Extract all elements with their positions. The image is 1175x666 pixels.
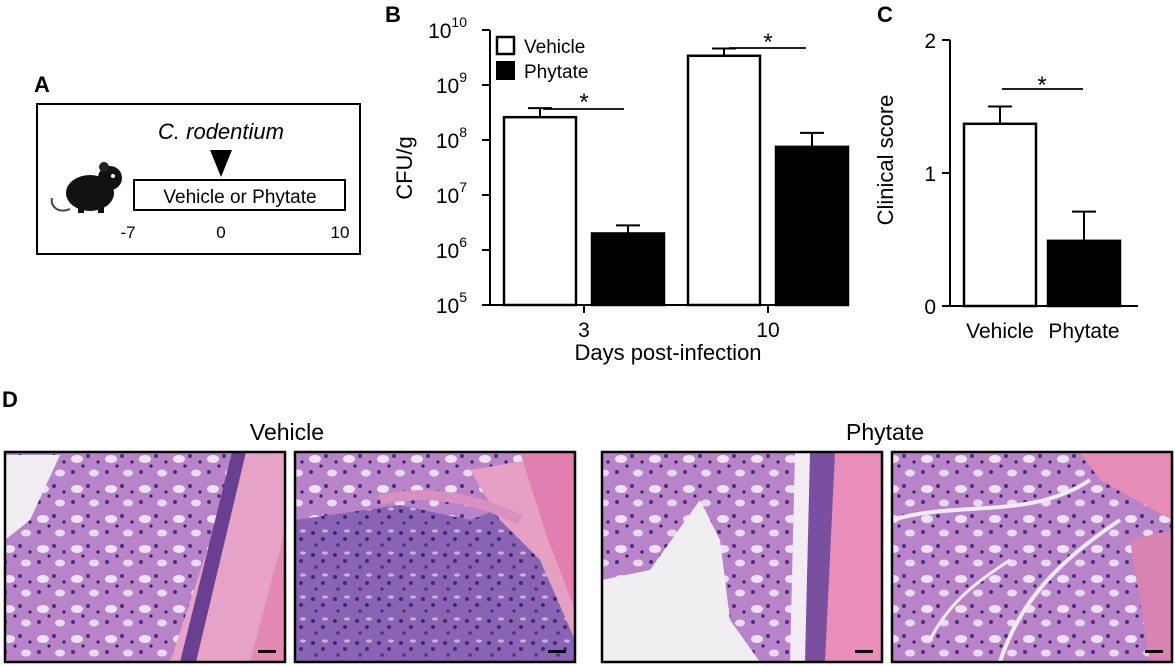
micrograph-frame bbox=[600, 450, 884, 664]
panel-c: C 0 1 2 Vehicle Phytate Clinical score * bbox=[873, 2, 1138, 343]
significance-day3: * bbox=[543, 89, 624, 116]
micrograph-vehicle-2 bbox=[295, 452, 575, 662]
x-axis-ticks-b: 3 10 bbox=[578, 305, 780, 342]
significance-star-c: * bbox=[1037, 72, 1046, 99]
timeline-tick-start: -7 bbox=[120, 223, 135, 242]
micrograph-frame bbox=[890, 450, 1174, 664]
x-axis-ticks-c: Vehicle Phytate bbox=[966, 320, 1119, 343]
significance-star-day3: * bbox=[579, 89, 588, 116]
y-axis-ticks-c: 0 1 2 bbox=[924, 30, 950, 319]
x-tick-label-c: Phytate bbox=[1048, 320, 1119, 343]
significance-star-day10: * bbox=[763, 29, 772, 56]
infection-arrow-icon bbox=[210, 150, 232, 177]
y-tick-label-b: 107 bbox=[436, 179, 467, 208]
legend-swatch-vehicle bbox=[495, 35, 516, 56]
micrograph-frame bbox=[293, 450, 577, 664]
schematic-frame bbox=[36, 103, 361, 255]
legend-label-phytate: Phytate bbox=[524, 62, 588, 83]
micrograph-vehicle-1 bbox=[5, 452, 285, 662]
panel-label-c: C bbox=[877, 2, 893, 27]
agent-label: C. rodentium bbox=[158, 119, 284, 144]
y-tick-label-b: 108 bbox=[436, 124, 467, 153]
y-tick-label-c: 2 bbox=[924, 30, 936, 53]
y-tick-label-b: 106 bbox=[436, 234, 467, 263]
scale-bar bbox=[258, 650, 276, 653]
y-axis-ticks-b: 105 106 107 108 109 1010 bbox=[428, 14, 490, 318]
y-tick-label-c: 1 bbox=[924, 163, 936, 186]
y-axis-label-b: CFU/g bbox=[392, 136, 417, 200]
y-tick-label-b: 1010 bbox=[428, 14, 467, 43]
treatment-label: Vehicle or Phytate bbox=[163, 187, 316, 208]
x-axis-label-b: Days post-infection bbox=[574, 340, 761, 365]
legend-b: Vehicle Phytate bbox=[495, 35, 588, 83]
panel-label-a: A bbox=[34, 72, 50, 97]
legend-swatch-phytate bbox=[496, 61, 515, 80]
bar-b-vehicle-day3 bbox=[502, 115, 578, 307]
y-tick-label-b: 109 bbox=[436, 69, 467, 98]
scale-bar bbox=[855, 650, 873, 653]
panel-b: B 105 106 107 108 109 1010 3 10 CFU/g Days pos… bbox=[385, 2, 850, 365]
treatment-bar bbox=[133, 179, 346, 211]
group-title-vehicle: Vehicle bbox=[250, 419, 324, 445]
bar-c-vehicle bbox=[962, 122, 1038, 308]
bars-c bbox=[962, 105, 1122, 308]
scale-bar bbox=[548, 650, 566, 653]
y-tick-label-b: 105 bbox=[436, 289, 467, 318]
panel-a: A C. rodentium Vehicle or Phytate -7 0 1… bbox=[34, 72, 361, 255]
bars-b bbox=[502, 47, 850, 307]
x-tick-label-c: Vehicle bbox=[966, 320, 1034, 343]
micrograph-phytate-2 bbox=[892, 452, 1172, 662]
bar-b-vehicle-day10 bbox=[686, 54, 762, 307]
timeline-tick-infection: 0 bbox=[216, 223, 225, 242]
y-tick-label-c: 0 bbox=[924, 296, 936, 319]
panel-label-d: D bbox=[2, 387, 18, 412]
scale-bar bbox=[1145, 650, 1163, 653]
significance-day10: * bbox=[729, 29, 806, 56]
significance-c: * bbox=[1002, 72, 1083, 99]
bar-c-phytate bbox=[1046, 239, 1122, 308]
bar-b-phytate-day10 bbox=[774, 145, 850, 307]
x-tick-label-b: 10 bbox=[756, 319, 779, 342]
x-tick-label-b: 3 bbox=[578, 319, 590, 342]
group-title-phytate: Phytate bbox=[846, 419, 924, 445]
micrograph-frame bbox=[3, 450, 287, 664]
legend-label-vehicle: Vehicle bbox=[524, 37, 585, 58]
bar-b-phytate-day3 bbox=[590, 232, 666, 307]
timeline-tick-end: 10 bbox=[331, 223, 350, 242]
panel-d: D Vehicle Phytate bbox=[2, 387, 1174, 664]
panel-label-b: B bbox=[385, 2, 401, 27]
y-axis-label-c: Clinical score bbox=[873, 95, 898, 226]
micrograph-phytate-1 bbox=[602, 452, 882, 662]
mouse-icon bbox=[50, 162, 122, 213]
